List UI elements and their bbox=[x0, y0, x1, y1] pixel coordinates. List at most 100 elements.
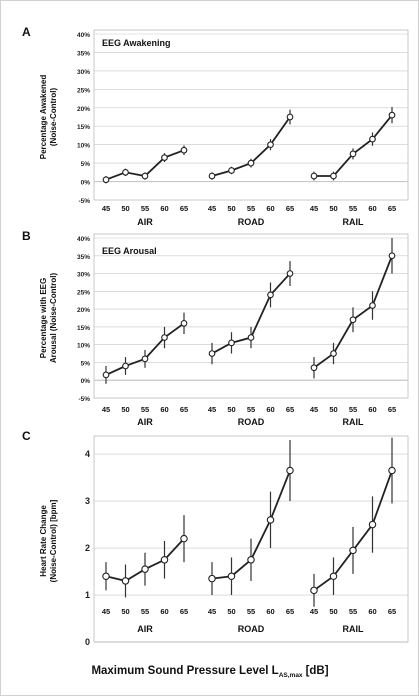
group-label: ROAD bbox=[238, 217, 265, 227]
plot-frame bbox=[93, 29, 409, 201]
y-tick-label: 20% bbox=[77, 307, 90, 314]
x-tick-label: 45 bbox=[208, 607, 216, 616]
group-label: AIR bbox=[137, 624, 153, 634]
data-point bbox=[388, 111, 396, 119]
y-tick-label: 15% bbox=[77, 124, 90, 131]
x-tick-label: 65 bbox=[286, 405, 294, 414]
x-tick-label: 60 bbox=[160, 204, 168, 213]
y-tick-label: 0 bbox=[85, 637, 90, 647]
chart-panel-c: C 0 1 2 3 4 Heart Rate Change (Noise-Control) [… bbox=[22, 429, 409, 647]
data-point bbox=[208, 172, 216, 180]
x-tick-label: 65 bbox=[286, 607, 294, 616]
y-tick-label: 1 bbox=[85, 590, 90, 600]
data-point bbox=[310, 172, 318, 180]
y-tick-label: 0% bbox=[81, 180, 91, 187]
panel-letter: A bbox=[22, 25, 31, 39]
data-point bbox=[161, 334, 168, 341]
x-tick-label: 55 bbox=[247, 204, 255, 213]
x-tick-label: 65 bbox=[180, 204, 188, 213]
y-axis-label-2: (Noise-Control) [bpm] bbox=[49, 499, 58, 582]
x-tick-label: 60 bbox=[266, 204, 274, 213]
y-axis-label: Heart Rate Change bbox=[39, 505, 48, 577]
data-point bbox=[388, 252, 396, 260]
panels: A-5%0%5%10%15%20%25%30%35%40%Percentage … bbox=[22, 25, 409, 647]
x-tick-label: 65 bbox=[180, 405, 188, 414]
x-tick-label: 65 bbox=[388, 405, 396, 414]
x-tick-label: 60 bbox=[368, 405, 376, 414]
series-road: 45 50 55 60 65 ROAD bbox=[208, 261, 294, 427]
data-point bbox=[247, 334, 255, 341]
x-tick-label: 50 bbox=[121, 405, 129, 414]
x-tick-label: 55 bbox=[349, 405, 357, 414]
x-tick-label: 55 bbox=[349, 607, 357, 616]
group-label: ROAD bbox=[238, 417, 265, 427]
x-tick-label: 60 bbox=[160, 607, 168, 616]
group-label: RAIL bbox=[343, 624, 364, 634]
x-tick-label: 60 bbox=[160, 405, 168, 414]
data-point bbox=[160, 556, 169, 564]
y-tick-label: 40% bbox=[77, 236, 90, 243]
group-label: ROAD bbox=[238, 624, 265, 634]
x-tick-label: 45 bbox=[208, 405, 216, 414]
x-axis-title: Maximum Sound Pressure Level LAS,max [dB] bbox=[91, 665, 328, 679]
group-label: RAIL bbox=[343, 417, 364, 427]
data-point bbox=[228, 167, 235, 174]
data-point bbox=[368, 520, 377, 529]
y-tick-label: -5% bbox=[78, 396, 90, 403]
panel-title: EEG Arousal bbox=[102, 246, 157, 256]
data-point bbox=[349, 546, 357, 555]
y-tick-label: -5% bbox=[78, 198, 90, 205]
series-rail: 45 50 55 60 65 RAIL bbox=[310, 238, 396, 427]
x-tick-label: 45 bbox=[208, 204, 216, 213]
data-point bbox=[180, 534, 188, 543]
data-point bbox=[369, 302, 376, 309]
series-rail: 45 50 55 60 65 RAIL bbox=[310, 437, 396, 634]
x-tick-label: 60 bbox=[266, 405, 274, 414]
y-tick-label: 5% bbox=[81, 161, 91, 168]
data-point bbox=[349, 150, 357, 158]
data-point bbox=[310, 586, 318, 595]
y-tick-label: 0% bbox=[81, 378, 91, 385]
data-point bbox=[330, 350, 337, 357]
group-label: RAIL bbox=[343, 217, 364, 227]
panel-letter: C bbox=[22, 429, 31, 443]
x-tick-label: 50 bbox=[227, 405, 235, 414]
data-point bbox=[227, 572, 236, 580]
x-tick-label: 50 bbox=[227, 607, 235, 616]
x-tick-label: 60 bbox=[266, 607, 274, 616]
data-point bbox=[349, 316, 357, 324]
data-point bbox=[141, 565, 149, 573]
data-point bbox=[267, 291, 274, 299]
x-tick-label: 50 bbox=[329, 607, 337, 616]
data-point bbox=[141, 355, 149, 363]
panel-title: EEG Awakening bbox=[102, 38, 171, 48]
x-tick-label: 45 bbox=[102, 607, 110, 616]
y-axis-label-2: Arousal (Noise-Control) bbox=[49, 273, 58, 364]
x-tick-label: 45 bbox=[310, 607, 318, 616]
series-air: 45 50 55 60 65 AIR bbox=[102, 312, 188, 427]
data-point bbox=[369, 135, 376, 143]
x-tick-label: 55 bbox=[349, 204, 357, 213]
y-tick-label: 15% bbox=[77, 325, 90, 332]
series-road: 45 50 55 60 65 ROAD bbox=[208, 440, 294, 634]
x-tick-label: 60 bbox=[368, 204, 376, 213]
y-axis-label-2: (Noise-Control) bbox=[49, 88, 58, 147]
group-label: AIR bbox=[137, 217, 153, 227]
y-tick-label: 40% bbox=[77, 32, 90, 39]
data-point bbox=[286, 466, 294, 475]
x-tick-label: 55 bbox=[247, 607, 255, 616]
series-air: 45 50 55 60 65 AIR bbox=[102, 145, 188, 227]
x-tick-label: 65 bbox=[388, 204, 396, 213]
data-point bbox=[102, 572, 110, 580]
data-point bbox=[329, 572, 338, 580]
data-point bbox=[180, 146, 188, 154]
chart-panel-a: A -5% 0% 5% 10% 15% 20% 25% 30% 35% 40% Percentage … bbox=[22, 25, 409, 227]
y-tick-label: 2 bbox=[85, 543, 90, 553]
data-point bbox=[266, 516, 275, 524]
series-air: 45 50 55 60 65 AIR bbox=[102, 515, 188, 634]
data-point bbox=[310, 364, 318, 372]
y-tick-label: 4 bbox=[85, 449, 90, 459]
y-tick-label: 10% bbox=[77, 143, 90, 150]
data-point bbox=[286, 270, 294, 277]
